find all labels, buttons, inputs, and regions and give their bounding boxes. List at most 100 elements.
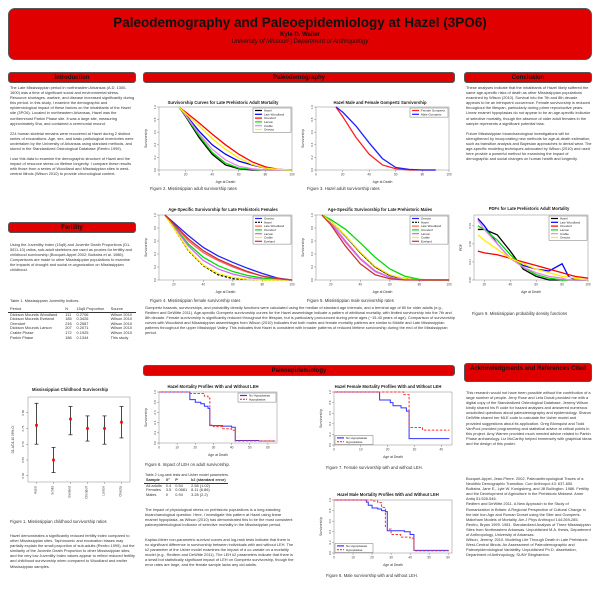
table1-cell: 0.2706 xyxy=(76,311,89,317)
y-axis-label: Survivorship xyxy=(144,238,148,257)
legend-label: Orendorf xyxy=(421,228,433,232)
table2-header-row: Sample X² P k2 (standard error) xyxy=(144,477,228,484)
y-axis-label: Survivorship xyxy=(144,408,148,427)
x-axis-label: Age at Death xyxy=(208,453,228,457)
x-tick-label: 20 xyxy=(184,173,188,177)
legend-box xyxy=(409,107,449,118)
series-line-eveland xyxy=(164,214,293,281)
x-tick-label: 40 xyxy=(508,283,512,287)
legend-label: Orendorf xyxy=(560,224,572,228)
legend-label: Larson xyxy=(264,232,274,236)
table1-header: 15q5 Proportion xyxy=(74,306,109,313)
series-line-no-hypoplasias xyxy=(334,391,450,440)
x-tick-label: 10 xyxy=(359,448,363,452)
table1-cell: Wilson 2010 xyxy=(110,320,133,326)
table1-cell: 0.3426 xyxy=(76,316,89,322)
legend-box xyxy=(548,215,588,241)
legend-label: Hypoplasias xyxy=(346,548,363,552)
y-tick-label: 0.6 xyxy=(328,519,332,524)
table2-cell: 8.11 (6.86) xyxy=(191,487,210,493)
series-line-crable xyxy=(164,214,292,281)
table2-cell: All adults xyxy=(146,482,162,488)
series-line-oneota xyxy=(477,234,589,281)
x-tick-label: 80 xyxy=(421,173,425,177)
intro-paragraph-1: The Late Mississippian period in northea… xyxy=(10,85,135,126)
y-tick-label: 0.8 xyxy=(328,400,332,405)
x-tick-label: Schild xyxy=(51,486,55,495)
x-tick-label: 50 xyxy=(427,556,431,560)
fig9-chart: 20 40 60 80 100 0.00 0.01 0.02 0.03 Age at Death P… xyxy=(459,214,591,294)
x-tick-label: 40 xyxy=(367,173,371,177)
table1-cell: 172 xyxy=(65,329,72,335)
y-tick-label: 0.8 xyxy=(310,117,314,122)
x-tick-label: 40 xyxy=(202,283,206,287)
x-tick-label: 40 xyxy=(230,446,234,450)
table1-cell: 186 xyxy=(65,334,72,340)
table2-cell: 0.0681 xyxy=(175,487,188,493)
introduction-text: The Late Mississippian period in northea… xyxy=(10,85,135,177)
x-tick-label: 40 xyxy=(439,448,443,452)
fig4-chart: 20 40 60 80 100 0.0 0.2 0.4 0.6 0.8 1.0 Age at Deat… xyxy=(144,213,295,294)
reference-item: Bocquet-Appel, Jean-Pierre. 2002. Paleoa… xyxy=(466,476,584,487)
legend-label: Eveland xyxy=(421,239,432,243)
plot-frame xyxy=(333,499,453,554)
series-line-orendorf xyxy=(164,214,293,281)
table2-caption: Table 2 Log-rank tests and Usher model p… xyxy=(145,473,229,477)
series-line-crable xyxy=(178,106,292,171)
legend-label: Orendorf xyxy=(264,228,276,232)
y-tick-label: 0.2 xyxy=(310,155,314,160)
x-tick-label: 40 xyxy=(359,283,363,287)
legend-label: Crable xyxy=(264,124,273,128)
x-tick-label: 20 xyxy=(341,173,345,177)
table2-cell: Males xyxy=(146,491,157,497)
y-tick-label: 0.00 xyxy=(468,277,472,283)
legend-label: Late Woodland xyxy=(560,220,580,224)
reference-item: Renfro, Bryan 1999. 1981. Standardized A… xyxy=(466,521,591,538)
legend-label: Oneota xyxy=(421,217,431,221)
legend-label: Oneota xyxy=(560,236,570,240)
x-tick-label: Eveland xyxy=(68,486,72,498)
y-tick-label: 0.4 xyxy=(153,420,157,425)
table1-cell: 0.2587 xyxy=(76,320,89,326)
table1-row: Crable Phase 172 0.1925 Wilson 2010 xyxy=(8,329,136,336)
legend-label: No Hypoplasias xyxy=(346,544,368,548)
y-axis-label: Survivorship xyxy=(319,517,323,536)
y-tick-label: 1.0 xyxy=(310,105,314,110)
y-tick-label: 1.0 xyxy=(153,213,157,218)
author: Kyle D. Waller xyxy=(280,32,320,38)
table2-cell: 0.54 xyxy=(175,482,183,488)
section-header-paleodemography: Paleodemography xyxy=(143,72,455,83)
y-tick-label: 0.0 xyxy=(310,278,314,283)
legend-box xyxy=(252,107,292,133)
x-tick-label: 80 xyxy=(560,283,564,287)
table1-cell: This study xyxy=(110,334,129,340)
fig3-caption: Figure 3. Hazel adult survivorship rates xyxy=(307,186,380,191)
table1-cell: Dickson Mounds Eveland xyxy=(10,316,54,322)
legend-label: Late Woodland xyxy=(421,224,441,228)
section-header-paleoepidemiology: Paleoepidemiology xyxy=(143,365,455,376)
table1-header: N xyxy=(63,306,75,313)
x-tick-label: 30 xyxy=(413,448,417,452)
table1-cell: Crable Phase xyxy=(10,329,34,335)
legend-label: Larson xyxy=(264,120,274,124)
y-tick-label: 0.02 xyxy=(468,241,472,247)
y-tick-label: 0.03 xyxy=(468,223,472,229)
table1-caption: Table 1. Mississippian Juvenility Indice… xyxy=(10,298,80,303)
plot-frame xyxy=(158,214,293,281)
x-tick-label: 100 xyxy=(446,283,452,287)
data-point xyxy=(86,427,89,430)
y-tick-label: 1.0 xyxy=(310,213,314,218)
table2-cell: 3.5 xyxy=(165,487,172,493)
x-tick-label: 100 xyxy=(585,283,591,287)
x-axis-label: Age at Death xyxy=(521,290,541,294)
y-tick-label: 0.2 xyxy=(153,265,157,270)
fig9-caption: Figure 9. Mississippian probability dens… xyxy=(472,311,568,316)
title-banner: Paleodemography and Paleoepidemiology at… xyxy=(8,8,592,60)
x-tick-label: 100 xyxy=(289,283,295,287)
table1-cell: 216 xyxy=(65,320,72,326)
y-tick-label: 0.8 xyxy=(153,226,157,231)
table1-row: Dickson Mounds Woodland 111 0.2706 Wilson 2… xyxy=(8,312,136,317)
table1-cell: Dickson Mounds Woodland xyxy=(10,311,58,317)
y-tick-label: 0.0 xyxy=(153,168,157,173)
fig5-caption: Figure 5. Mississippian male survivorshi… xyxy=(307,298,394,303)
